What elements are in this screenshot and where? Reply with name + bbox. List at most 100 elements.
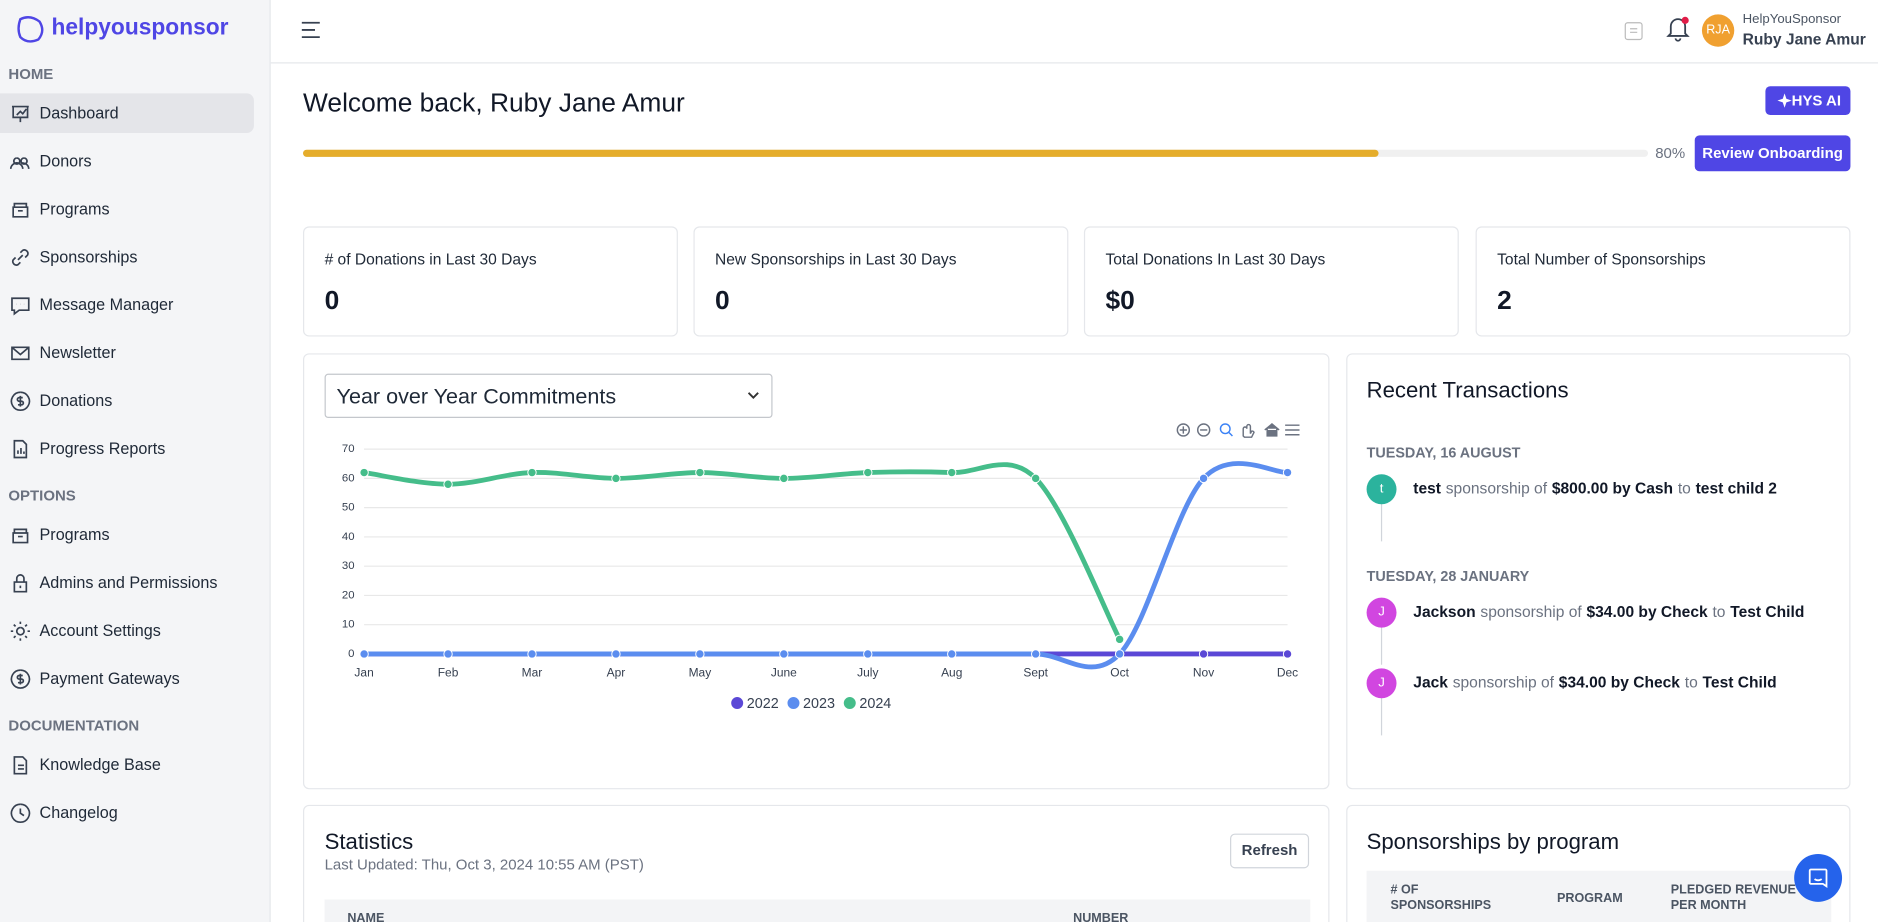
nav-icon[interactable] xyxy=(10,802,32,824)
nav-icon[interactable] xyxy=(10,438,32,460)
stat-value: 2 xyxy=(1497,285,1512,315)
nav-label[interactable]: Knowledge Base xyxy=(39,755,161,774)
stat-card: Total Donations In Last 30 Days $0 xyxy=(1083,226,1459,337)
nav-label[interactable]: Message Manager xyxy=(39,295,174,314)
y-tick-label: 0 xyxy=(348,648,354,660)
nav-icon[interactable] xyxy=(10,573,32,595)
nav-item[interactable]: Progress Reports xyxy=(0,429,254,469)
nav-label[interactable]: Changelog xyxy=(39,803,118,822)
x-tick-label: Sept xyxy=(1023,665,1048,679)
user-name: Ruby Jane Amur xyxy=(1742,29,1866,48)
nav-item[interactable]: Programs xyxy=(0,189,254,229)
data-point xyxy=(1198,473,1209,484)
nav-item[interactable]: Dashboard xyxy=(0,93,254,133)
nav-icon[interactable] xyxy=(10,199,32,221)
nav-section-title: HOME xyxy=(8,65,54,83)
data-point xyxy=(443,649,453,659)
notes-icon[interactable] xyxy=(1623,20,1645,42)
nav-label[interactable]: Payment Gateways xyxy=(39,669,180,688)
nav-section-title: OPTIONS xyxy=(8,487,76,505)
progress-fill xyxy=(303,149,1380,157)
welcome-title: Welcome back, Ruby Jane Amur xyxy=(303,87,685,118)
nav-label[interactable]: Newsletter xyxy=(39,343,116,362)
series-line xyxy=(361,461,1290,670)
stat-value: 0 xyxy=(324,285,340,315)
nav-icon[interactable] xyxy=(10,525,32,547)
nav-section-title: DOCUMENTATION xyxy=(8,717,140,735)
nav-icon[interactable] xyxy=(10,343,32,365)
chart-toolbar[interactable] xyxy=(1176,423,1300,438)
transaction-joiner: to xyxy=(1684,673,1698,692)
data-point xyxy=(1114,649,1125,659)
statistics-card: Statistics Last Updated: Thu, Oct 3, 202… xyxy=(303,804,1330,922)
stat-value: 0 xyxy=(715,285,730,315)
chart-select-label[interactable]: Year over Year Commitments xyxy=(336,384,617,409)
data-point xyxy=(359,649,369,659)
nav-item[interactable]: Message Manager xyxy=(0,285,254,325)
nav-item[interactable]: Donations xyxy=(0,381,254,421)
nav-label[interactable]: Account Settings xyxy=(39,621,161,640)
x-tick-label: Mar xyxy=(522,665,543,679)
nav-item[interactable]: Account Settings xyxy=(0,611,254,651)
menu-toggle[interactable] xyxy=(301,20,323,39)
nav-icon[interactable] xyxy=(10,295,32,317)
nav-label[interactable]: Donors xyxy=(39,152,92,171)
nav-item[interactable]: Sponsorships xyxy=(0,237,254,277)
nav-item[interactable]: Admins and Permissions xyxy=(0,563,254,603)
nav-icon[interactable] xyxy=(10,620,32,642)
nav-item[interactable]: Donors xyxy=(0,141,254,181)
nav-label[interactable]: Donations xyxy=(39,391,113,410)
nav-label[interactable]: Admins and Permissions xyxy=(39,573,218,592)
y-tick-label: 30 xyxy=(342,560,355,572)
x-tick-label: Jan xyxy=(354,665,373,679)
nav-label[interactable]: Sponsorships xyxy=(39,247,138,266)
nav-item[interactable]: Changelog xyxy=(0,793,254,833)
transaction-action: sponsorship of xyxy=(1480,602,1582,621)
nav-item[interactable]: Programs xyxy=(0,515,254,555)
transaction-amount: $34.00 by Check xyxy=(1586,602,1708,621)
ai-button[interactable]: HYS AI xyxy=(1765,86,1851,115)
nav-label[interactable]: Dashboard xyxy=(39,104,119,123)
sponsorships-program-title: Sponsorships by program xyxy=(1366,828,1620,854)
column-header: PLEDGED REVENUE PER MONTH xyxy=(1670,882,1796,913)
nav-label[interactable]: Programs xyxy=(39,200,110,218)
x-tick-label: Aug xyxy=(941,665,962,679)
transaction-date: TUESDAY, 16 AUGUST xyxy=(1366,444,1521,462)
notification-bell[interactable] xyxy=(1665,14,1691,43)
data-point xyxy=(947,467,957,478)
nav-icon[interactable] xyxy=(10,390,32,412)
nav-item[interactable]: Payment Gateways xyxy=(0,659,254,699)
transaction-recipient: Test Child xyxy=(1730,602,1805,621)
nav-icon[interactable] xyxy=(10,103,32,125)
nav-icon[interactable] xyxy=(10,247,32,269)
progress-track xyxy=(303,149,1649,157)
stat-label: Total Number of Sponsorships xyxy=(1497,250,1706,269)
transaction-action: sponsorship of xyxy=(1452,673,1554,692)
chart-select[interactable]: Year over Year Commitments xyxy=(324,373,773,418)
data-point xyxy=(1282,649,1293,659)
nav-item[interactable]: Newsletter xyxy=(0,333,254,373)
statistics-table-header: NAME NUMBER xyxy=(324,899,1311,922)
data-point xyxy=(779,473,789,484)
data-point xyxy=(695,467,705,478)
user-avatar[interactable]: RJA xyxy=(1701,14,1735,47)
stat-card: New Sponsorships in Last 30 Days 0 xyxy=(693,226,1069,337)
chat-launcher[interactable] xyxy=(1794,853,1843,902)
onboarding-button[interactable]: Review Onboarding xyxy=(1694,135,1851,172)
nav-icon[interactable] xyxy=(10,668,32,690)
nav-label[interactable]: Programs xyxy=(39,525,110,544)
column-header: # OF SPONSORSHIPS xyxy=(1390,882,1492,913)
ai-button-label[interactable]: HYS AI xyxy=(1791,92,1841,109)
nav-icon[interactable] xyxy=(9,151,32,173)
x-tick-label: May xyxy=(689,665,712,679)
nav-label[interactable]: Progress Reports xyxy=(39,439,166,458)
nav-icon[interactable] xyxy=(10,755,32,777)
transaction-text: test sponsorship of $800.00 by Cash to test … xyxy=(1413,479,1777,497)
transactions-card: Recent Transactions TUESDAY, 16 AUGUST t t… xyxy=(1346,353,1851,790)
y-tick-label: 70 xyxy=(342,443,355,455)
stat-label: Total Donations In Last 30 Days xyxy=(1105,250,1326,269)
transaction-avatar: t xyxy=(1366,474,1397,505)
nav-item[interactable]: Knowledge Base xyxy=(0,745,254,785)
refresh-button[interactable]: Refresh xyxy=(1230,833,1310,869)
chart: 0 10 20 30 40 50 60 70 Jan Feb Mar Apr May June July Au… xyxy=(342,423,1300,712)
